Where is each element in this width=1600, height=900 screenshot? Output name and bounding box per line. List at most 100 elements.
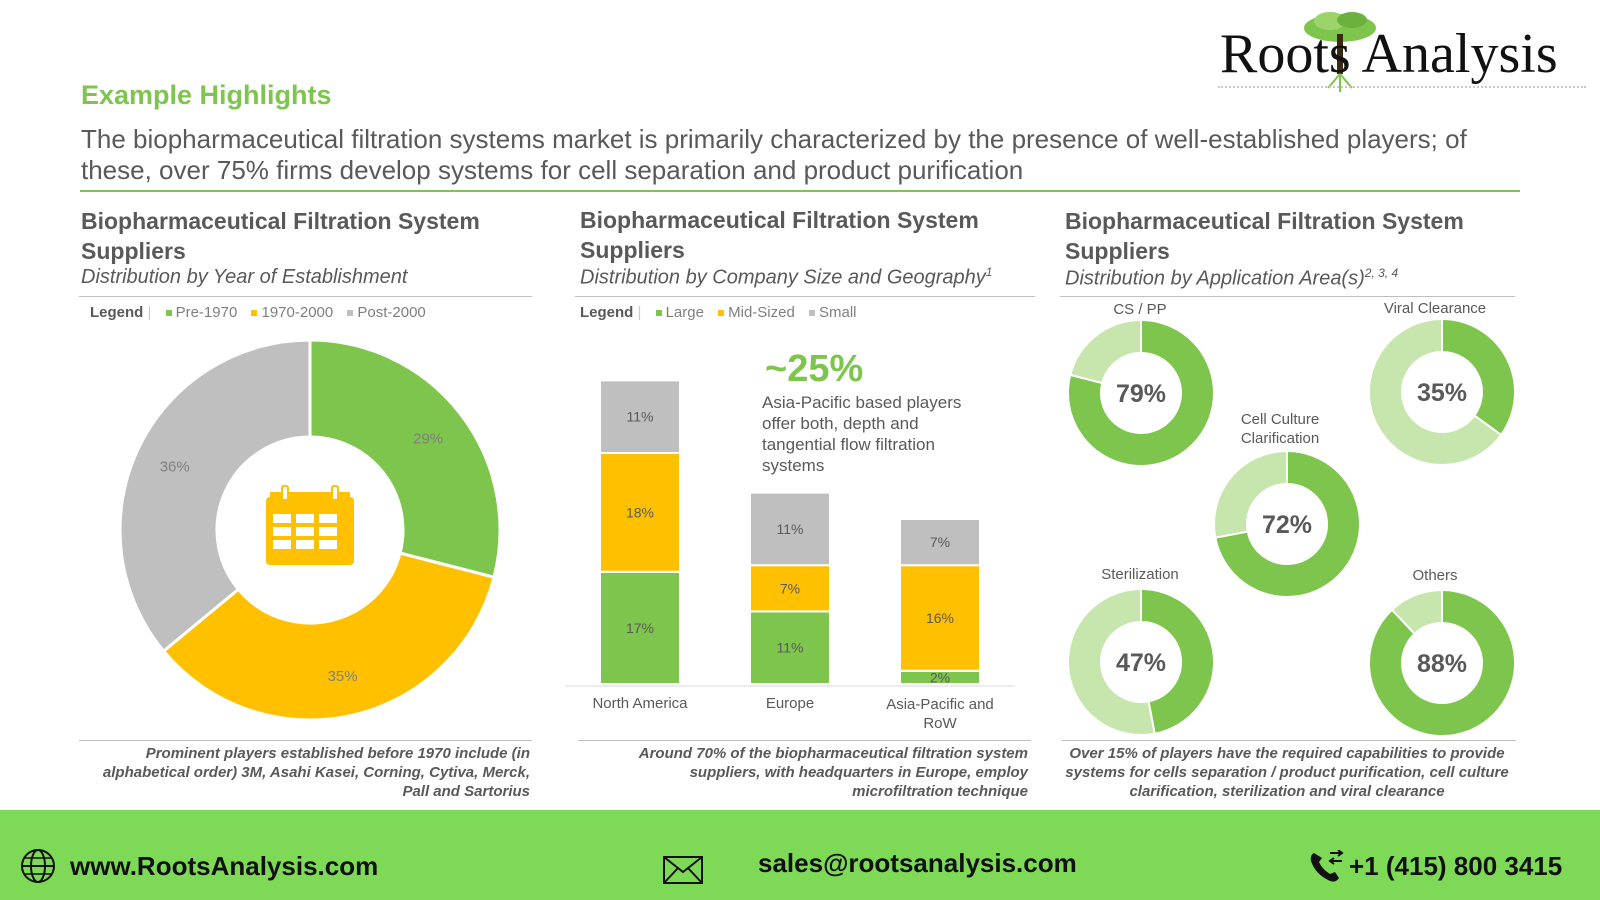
panel2-subtitle-text: Distribution by Company Size and Geograp… <box>580 266 986 289</box>
bar-large <box>599 570 681 685</box>
donut-value-label: 47% <box>1116 649 1166 677</box>
panel2-bottom-rule <box>578 740 1031 741</box>
legend-swatch-green <box>165 310 172 317</box>
bar-value-label: 17% <box>626 620 654 636</box>
app-label-cell-culture: Cell Culture Clarification <box>1240 411 1320 447</box>
panel2-title: Biopharmaceutical Filtration System Supp… <box>580 207 979 263</box>
app-label-viral: Viral Clearance <box>1383 300 1487 317</box>
bar-small <box>749 491 831 567</box>
phone-icon <box>1310 850 1344 882</box>
bar-value-label: 11% <box>777 640 804 656</box>
panel2-footnote: Around 70% of the biopharmaceutical filt… <box>638 745 1028 800</box>
app-label-others: Others <box>1412 567 1458 584</box>
legend-swatch-yellow <box>251 310 258 317</box>
panel1-rule <box>79 296 532 297</box>
section-title: Example Highlights <box>81 80 332 110</box>
legend-label: Legend <box>580 304 634 321</box>
panel1-legend: Legend | Pre-1970 1970-2000 Post-2000 <box>90 304 426 321</box>
legend-swatch-small <box>809 310 815 317</box>
donut-arc-value <box>1214 449 1361 598</box>
panel1-bottom-rule <box>79 740 532 741</box>
donut-sterilization: 47% <box>1067 587 1215 736</box>
application-donuts: 79% 35% 72% 47% 88% <box>1067 317 1516 737</box>
year-donut-chart: 29% 35% 36% <box>118 338 502 722</box>
legend-large: Large <box>665 304 704 321</box>
intro-text: The biopharmaceutical filtration systems… <box>81 124 1467 185</box>
donut-others: 88% <box>1368 588 1516 737</box>
legend-mid-sized: Mid-Sized <box>728 304 795 321</box>
panel3-subtitle-text: Distribution by Application Area(s) <box>1065 267 1365 290</box>
donut-cspp: 79% <box>1067 318 1215 467</box>
bar-mid-sized <box>599 452 681 573</box>
donut-value-label: 88% <box>1417 650 1467 678</box>
donut-arc-value <box>1441 317 1516 437</box>
slice-post2000 <box>118 338 312 654</box>
panel3-footnote: Over 15% of players have the required ca… <box>1065 745 1509 800</box>
bar-small <box>599 379 681 454</box>
legend-swatch-large <box>655 310 662 317</box>
slice-1970-2000 <box>161 551 496 722</box>
legend-pre1970: Pre-1970 <box>175 304 238 321</box>
legend-swatch-mid <box>718 310 725 317</box>
brand-name: Roots Analysis <box>1220 23 1558 85</box>
bar-large <box>749 610 831 686</box>
donut-arc-rest <box>1067 587 1156 736</box>
panel3-subtitle-sup: 2, 3, 4 <box>1364 266 1399 280</box>
donut-arc-value <box>1067 318 1215 467</box>
bar-small <box>899 518 981 567</box>
donut-arc-rest <box>1390 588 1443 636</box>
footer-phone-link[interactable]: +1 (415) 800 3415 <box>1349 851 1563 881</box>
panel1-title: Biopharmaceutical Filtration System Supp… <box>81 208 480 264</box>
panel3-bottom-rule <box>1062 740 1516 741</box>
app-label-cspp: CS / PP <box>1113 301 1167 318</box>
bar-value-label: 11% <box>777 521 804 537</box>
annotation-value: ~25% <box>765 348 864 390</box>
footer-website-link[interactable]: www.RootsAnalysis.com <box>70 851 379 881</box>
panel3-title: Biopharmaceutical Filtration System Supp… <box>1065 208 1464 264</box>
footer-email-link[interactable]: sales@rootsanalysis.com <box>758 848 1077 878</box>
legend-small: Small <box>819 304 857 321</box>
bar-value-label: 18% <box>626 504 654 520</box>
donut-value-label: 72% <box>1262 511 1312 539</box>
panel1-footnote: Prominent players established before 197… <box>102 745 530 800</box>
bar-mid-sized <box>899 564 981 672</box>
slice-pre1970 <box>308 338 502 580</box>
legend-label: Legend <box>90 304 144 321</box>
annotation-text: Asia-Pacific based players offer both, d… <box>762 393 962 475</box>
donut-arc-value <box>1368 588 1516 737</box>
donut-arc-rest <box>1368 317 1503 466</box>
globe-icon <box>21 849 55 883</box>
bar-category-europe: Europe <box>765 695 815 712</box>
slice-label: 29% <box>413 430 443 447</box>
panel2-subtitle: Distribution by Company Size and Geograp… <box>580 265 992 290</box>
header-divider <box>80 190 1520 192</box>
bar-value-label: 7% <box>780 580 800 596</box>
bar-category-na: North America <box>592 695 688 712</box>
donut-viral-clearance: 35% <box>1368 317 1516 466</box>
donut-arc-value <box>1140 587 1215 735</box>
panel1-subtitle: Distribution by Year of Establishment <box>81 266 408 288</box>
donut-value-label: 79% <box>1116 380 1166 408</box>
donut-arc-rest <box>1212 449 1288 539</box>
donut-value-label: 35% <box>1417 379 1467 407</box>
stacked-bar-chart: 17% 18% 11% 11% 7% 11% 2% 16% 7% <box>599 379 981 686</box>
footer-bar <box>0 810 1600 900</box>
bar-value-label: 16% <box>926 610 954 626</box>
panel2-rule <box>575 296 1035 297</box>
brand-tagline-rule <box>1218 86 1586 94</box>
mail-icon <box>663 856 703 884</box>
panel3-rule <box>1060 296 1515 297</box>
bar-category-apac: Asia-Pacific and RoW <box>886 696 994 732</box>
panel2-legend: Legend | Large Mid-Sized Small <box>580 304 857 321</box>
calendar-icon <box>266 485 354 565</box>
slice-label: 36% <box>160 458 190 475</box>
panel2-subtitle-sup: 1 <box>985 265 993 279</box>
bar-value-label: 2% <box>930 669 950 685</box>
slice-label: 35% <box>328 668 358 685</box>
logo-tree-icon <box>1304 12 1376 92</box>
bar-value-label: 11% <box>627 409 654 425</box>
app-label-sterilization: Sterilization <box>1101 566 1179 583</box>
bar-value-label: 7% <box>930 534 950 550</box>
donut-arc-rest <box>1069 318 1142 385</box>
